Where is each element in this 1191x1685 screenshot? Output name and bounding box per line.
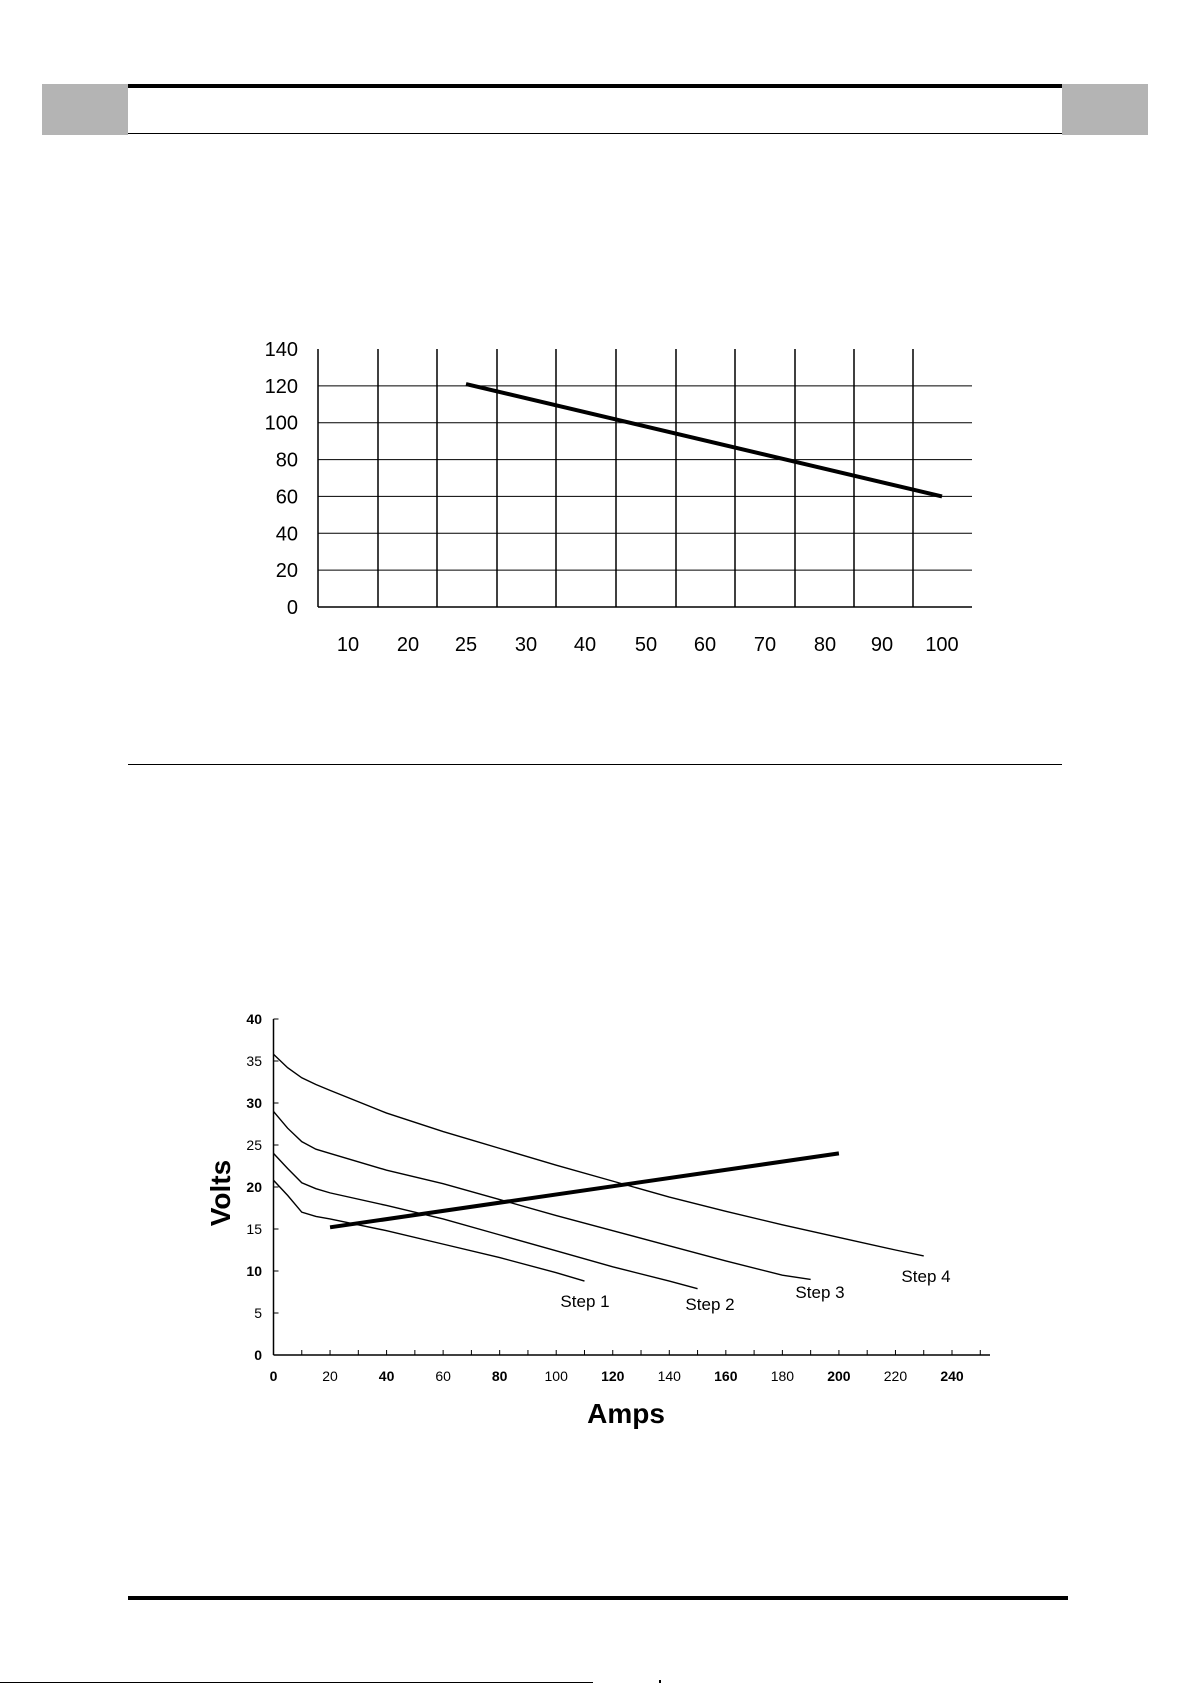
x-tick-label: 40 <box>574 634 596 656</box>
y-tick-label: 10 <box>246 1263 262 1279</box>
volt-amp-chart: 0 5 10 15 20 25 30 35 40 0 20 40 60 80 100 120 140 160 180… <box>205 1011 990 1429</box>
x-tick-label: 80 <box>492 1368 508 1384</box>
x-tick-label: 10 <box>337 634 359 656</box>
x-tick-label: 220 <box>884 1368 908 1384</box>
x-tick-label: 200 <box>827 1368 851 1384</box>
header-rule-bottom <box>128 133 1062 134</box>
x-tick-label: 180 <box>771 1368 795 1384</box>
x-tick-label: 60 <box>694 634 716 656</box>
x-tick-label: 20 <box>397 634 419 656</box>
series-label: Step 2 <box>685 1295 734 1314</box>
y-tick-label: 80 <box>276 450 298 472</box>
y-tick-label: 60 <box>276 486 298 508</box>
x-axis-title: Amps <box>587 1398 665 1429</box>
x-tick-label: 20 <box>322 1368 338 1384</box>
x-tick-label: 80 <box>814 634 836 656</box>
header-tab-left <box>42 84 128 135</box>
y-axis-title: Volts <box>205 1160 236 1226</box>
x-tick-label: 30 <box>515 634 537 656</box>
series-label: Step 3 <box>795 1283 844 1302</box>
series-line <box>465 382 943 499</box>
x-tick-label: 120 <box>601 1368 625 1384</box>
header-rule-top <box>128 84 1062 88</box>
y-tick-label: 40 <box>276 523 298 545</box>
x-tick-label: 50 <box>635 634 657 656</box>
y-tick-label: 30 <box>246 1095 262 1111</box>
y-tick-label: 140 <box>265 339 298 361</box>
y-tick-label: 20 <box>246 1179 262 1195</box>
series-label: Step 1 <box>560 1292 609 1311</box>
x-tick-label: 0 <box>270 1368 278 1384</box>
x-tick-label: 100 <box>925 634 958 656</box>
load-line <box>329 1151 840 1230</box>
x-tick-label: 100 <box>545 1368 569 1384</box>
x-tick-label: 25 <box>455 634 477 656</box>
x-tick-label: 140 <box>658 1368 682 1384</box>
y-tick-label: 15 <box>246 1221 262 1237</box>
y-tick-label: 40 <box>246 1011 262 1027</box>
y-tick-label: 100 <box>265 413 298 435</box>
page-edge-mark <box>659 1680 661 1683</box>
series-line <box>272 1110 811 1281</box>
y-tick-label: 120 <box>265 376 298 398</box>
x-tick-label: 90 <box>871 634 893 656</box>
y-tick-label: 25 <box>246 1137 262 1153</box>
y-tick-label: 35 <box>246 1053 262 1069</box>
duty-cycle-chart: 0 20 40 60 80 100 120 140 10 20 25 30 40 50 60 70 80 90 10… <box>265 339 972 656</box>
footer-rule <box>128 1596 1068 1600</box>
y-tick-label: 0 <box>254 1347 262 1363</box>
y-tick-label: 5 <box>254 1305 262 1321</box>
series-line <box>272 1152 698 1290</box>
series-label: Step 4 <box>901 1267 950 1286</box>
x-tick-label: 160 <box>714 1368 738 1384</box>
series-line <box>273 1053 924 1257</box>
header-tab-right <box>1062 84 1148 135</box>
x-tick-label: 40 <box>379 1368 395 1384</box>
x-tick-label: 70 <box>754 634 776 656</box>
y-tick-label: 20 <box>276 560 298 582</box>
y-tick-label: 0 <box>287 597 298 619</box>
x-tick-label: 60 <box>435 1368 451 1384</box>
x-tick-label: 240 <box>940 1368 964 1384</box>
page-edge-rule <box>0 1682 593 1683</box>
section-divider <box>128 764 1062 765</box>
